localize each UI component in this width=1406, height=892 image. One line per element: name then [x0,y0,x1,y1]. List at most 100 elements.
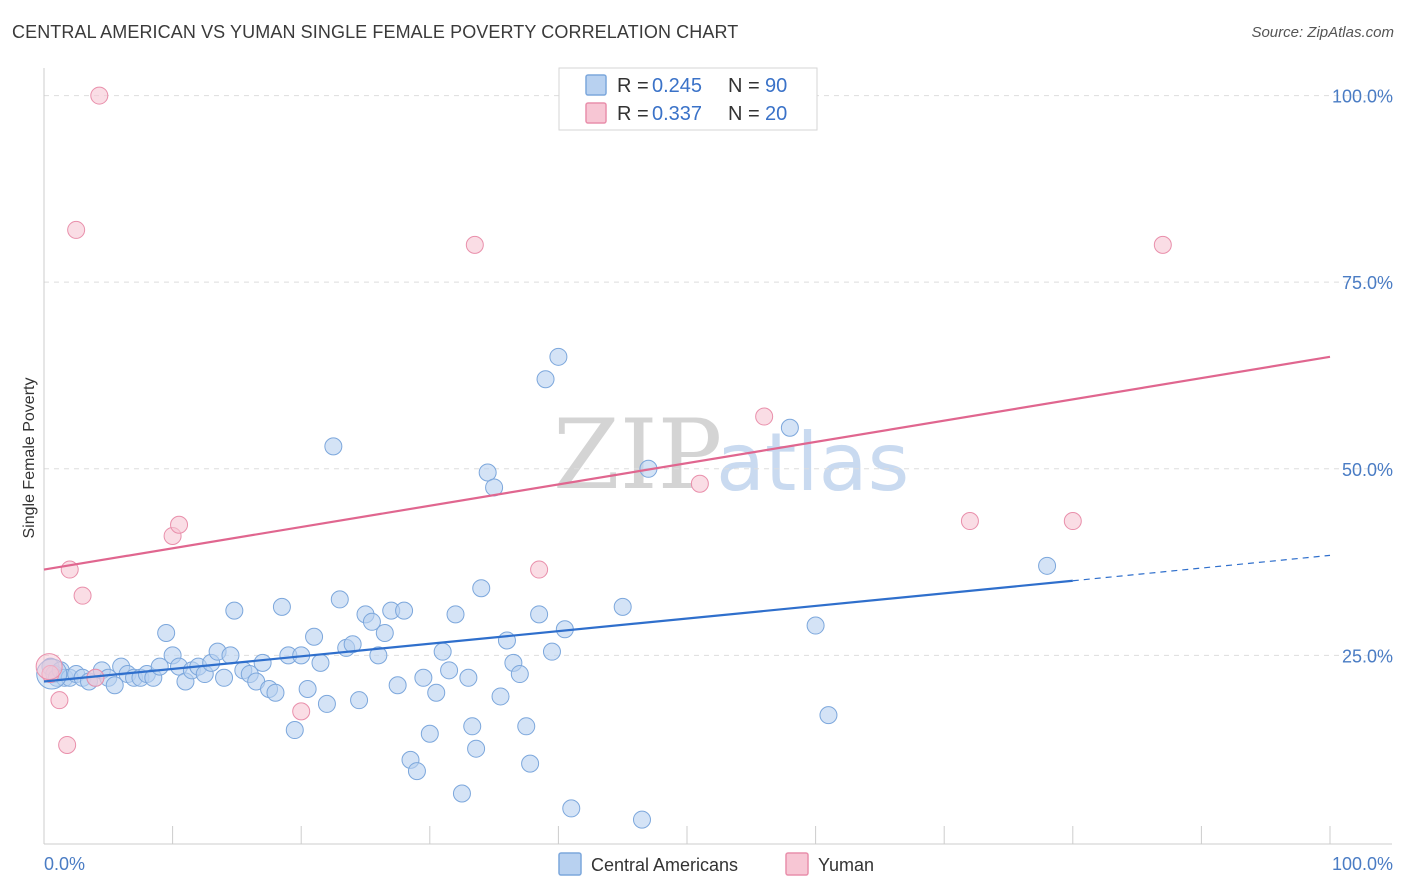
legend-r-label-pink: R = [617,103,649,125]
data-point-central-americans [549,347,568,366]
grid-lines [44,95,1392,656]
legend-r-label-blue: R = [617,75,649,97]
data-point-yuman [170,515,189,534]
data-point-central-americans [472,579,491,598]
data-point-central-americans [521,754,540,773]
data-point-central-americans [215,668,234,687]
data-point-central-americans [285,721,304,740]
data-point-central-americans [780,418,799,437]
data-point-yuman [58,735,77,754]
data-point-central-americans [266,683,285,702]
trend-line-central-americans-extension [1072,554,1331,582]
data-point-central-americans [375,624,394,643]
legend-n-value-pink: 20 [765,103,787,125]
legend-r-value-pink: 0.337 [652,103,702,125]
data-point-central-americans [517,717,536,736]
data-point-central-americans [542,642,561,661]
data-point-yuman [73,586,92,605]
data-point-central-americans [221,646,240,665]
data-point-central-americans [478,463,497,482]
x-tick-label-start: 0.0% [44,854,85,874]
data-point-central-americans [414,668,433,687]
data-point-central-americans [562,799,581,818]
data-point-central-americans [330,590,349,609]
y-axis-label: Single Female Poverty [21,378,38,539]
data-point-central-americans [427,683,446,702]
data-point-central-americans [362,612,381,631]
data-point-central-americans [613,597,632,616]
data-point-central-americans [225,601,244,620]
data-point-central-americans [446,605,465,624]
data-point-central-americans [463,717,482,736]
data-point-yuman [67,220,86,239]
bottom-legend-swatch-pink [785,852,809,876]
data-point-central-americans [440,661,459,680]
data-point-central-americans [420,724,439,743]
legend-swatch-pink [585,102,607,124]
data-point-central-americans [536,370,555,389]
data-point-central-americans [491,687,510,706]
data-point-central-americans [105,676,124,695]
data-point-yuman [35,653,63,681]
data-point-yuman [50,691,69,710]
data-point-central-americans [459,668,478,687]
data-point-yuman [960,512,979,531]
legend-swatch-blue [585,74,607,96]
data-point-yuman [1153,235,1172,254]
axes [43,68,1392,845]
data-point-yuman [90,86,109,105]
y-tick-label: 25.0% [1342,646,1393,666]
data-point-central-americans [395,601,414,620]
legend-n-label-blue: N = [728,75,760,97]
y-tick-label: 100.0% [1332,87,1393,107]
data-point-central-americans [350,691,369,710]
data-point-yuman [690,474,709,493]
source-label: Source: ZipAtlas.com [1251,24,1394,41]
data-point-central-americans [819,706,838,725]
data-point-yuman [755,407,774,426]
data-point-central-americans [343,635,362,654]
data-point-central-americans [433,642,452,661]
data-point-central-americans [253,653,272,672]
trend-line-central-americans [43,579,1073,683]
watermark-atlas: atlas [716,416,909,509]
data-point-central-americans [369,646,388,665]
data-point-central-americans [407,762,426,781]
y-tick-label: 75.0% [1342,273,1393,293]
tick-labels: 25.0% 50.0% 75.0% 100.0% 0.0% 100.0% [44,87,1393,874]
data-point-central-americans [305,627,324,646]
trend-lines [43,355,1331,683]
data-point-central-americans [530,605,549,624]
data-point-yuman [1063,512,1082,531]
trend-line-yuman [43,355,1331,571]
bottom-legend-swatch-blue [558,852,582,876]
x-tick-label-end: 100.0% [1332,854,1393,874]
legend-r-value-blue: 0.245 [652,75,702,97]
data-point-central-americans [311,653,330,672]
data-point-yuman [465,235,484,254]
data-point-central-americans [317,694,336,713]
bottom-legend-label-pink: Yuman [818,855,874,875]
chart-title: CENTRAL AMERICAN VS YUMAN SINGLE FEMALE … [12,22,739,42]
bottom-legend-label-blue: Central Americans [591,855,738,875]
data-point-yuman [530,560,549,579]
legend-n-label-pink: N = [728,103,760,125]
data-point-central-americans [272,597,291,616]
data-point-central-americans [324,437,343,456]
legend-n-value-blue: 90 [765,75,787,97]
y-tick-label: 50.0% [1342,460,1393,480]
data-point-central-americans [467,739,486,758]
data-point-central-americans [388,676,407,695]
bottom-legend: Central Americans Yuman [558,852,874,876]
data-point-central-americans [510,665,529,684]
data-point-central-americans [452,784,471,803]
legend-box: R = 0.245 N = 90 R = 0.337 N = 20 [558,67,818,131]
data-point-central-americans [157,624,176,643]
data-point-central-americans [806,616,825,635]
data-point-central-americans [298,679,317,698]
series-yuman [35,86,1172,754]
data-point-yuman [292,702,311,721]
watermark-zip: ZIP [553,399,722,511]
data-point-central-americans [632,810,651,829]
